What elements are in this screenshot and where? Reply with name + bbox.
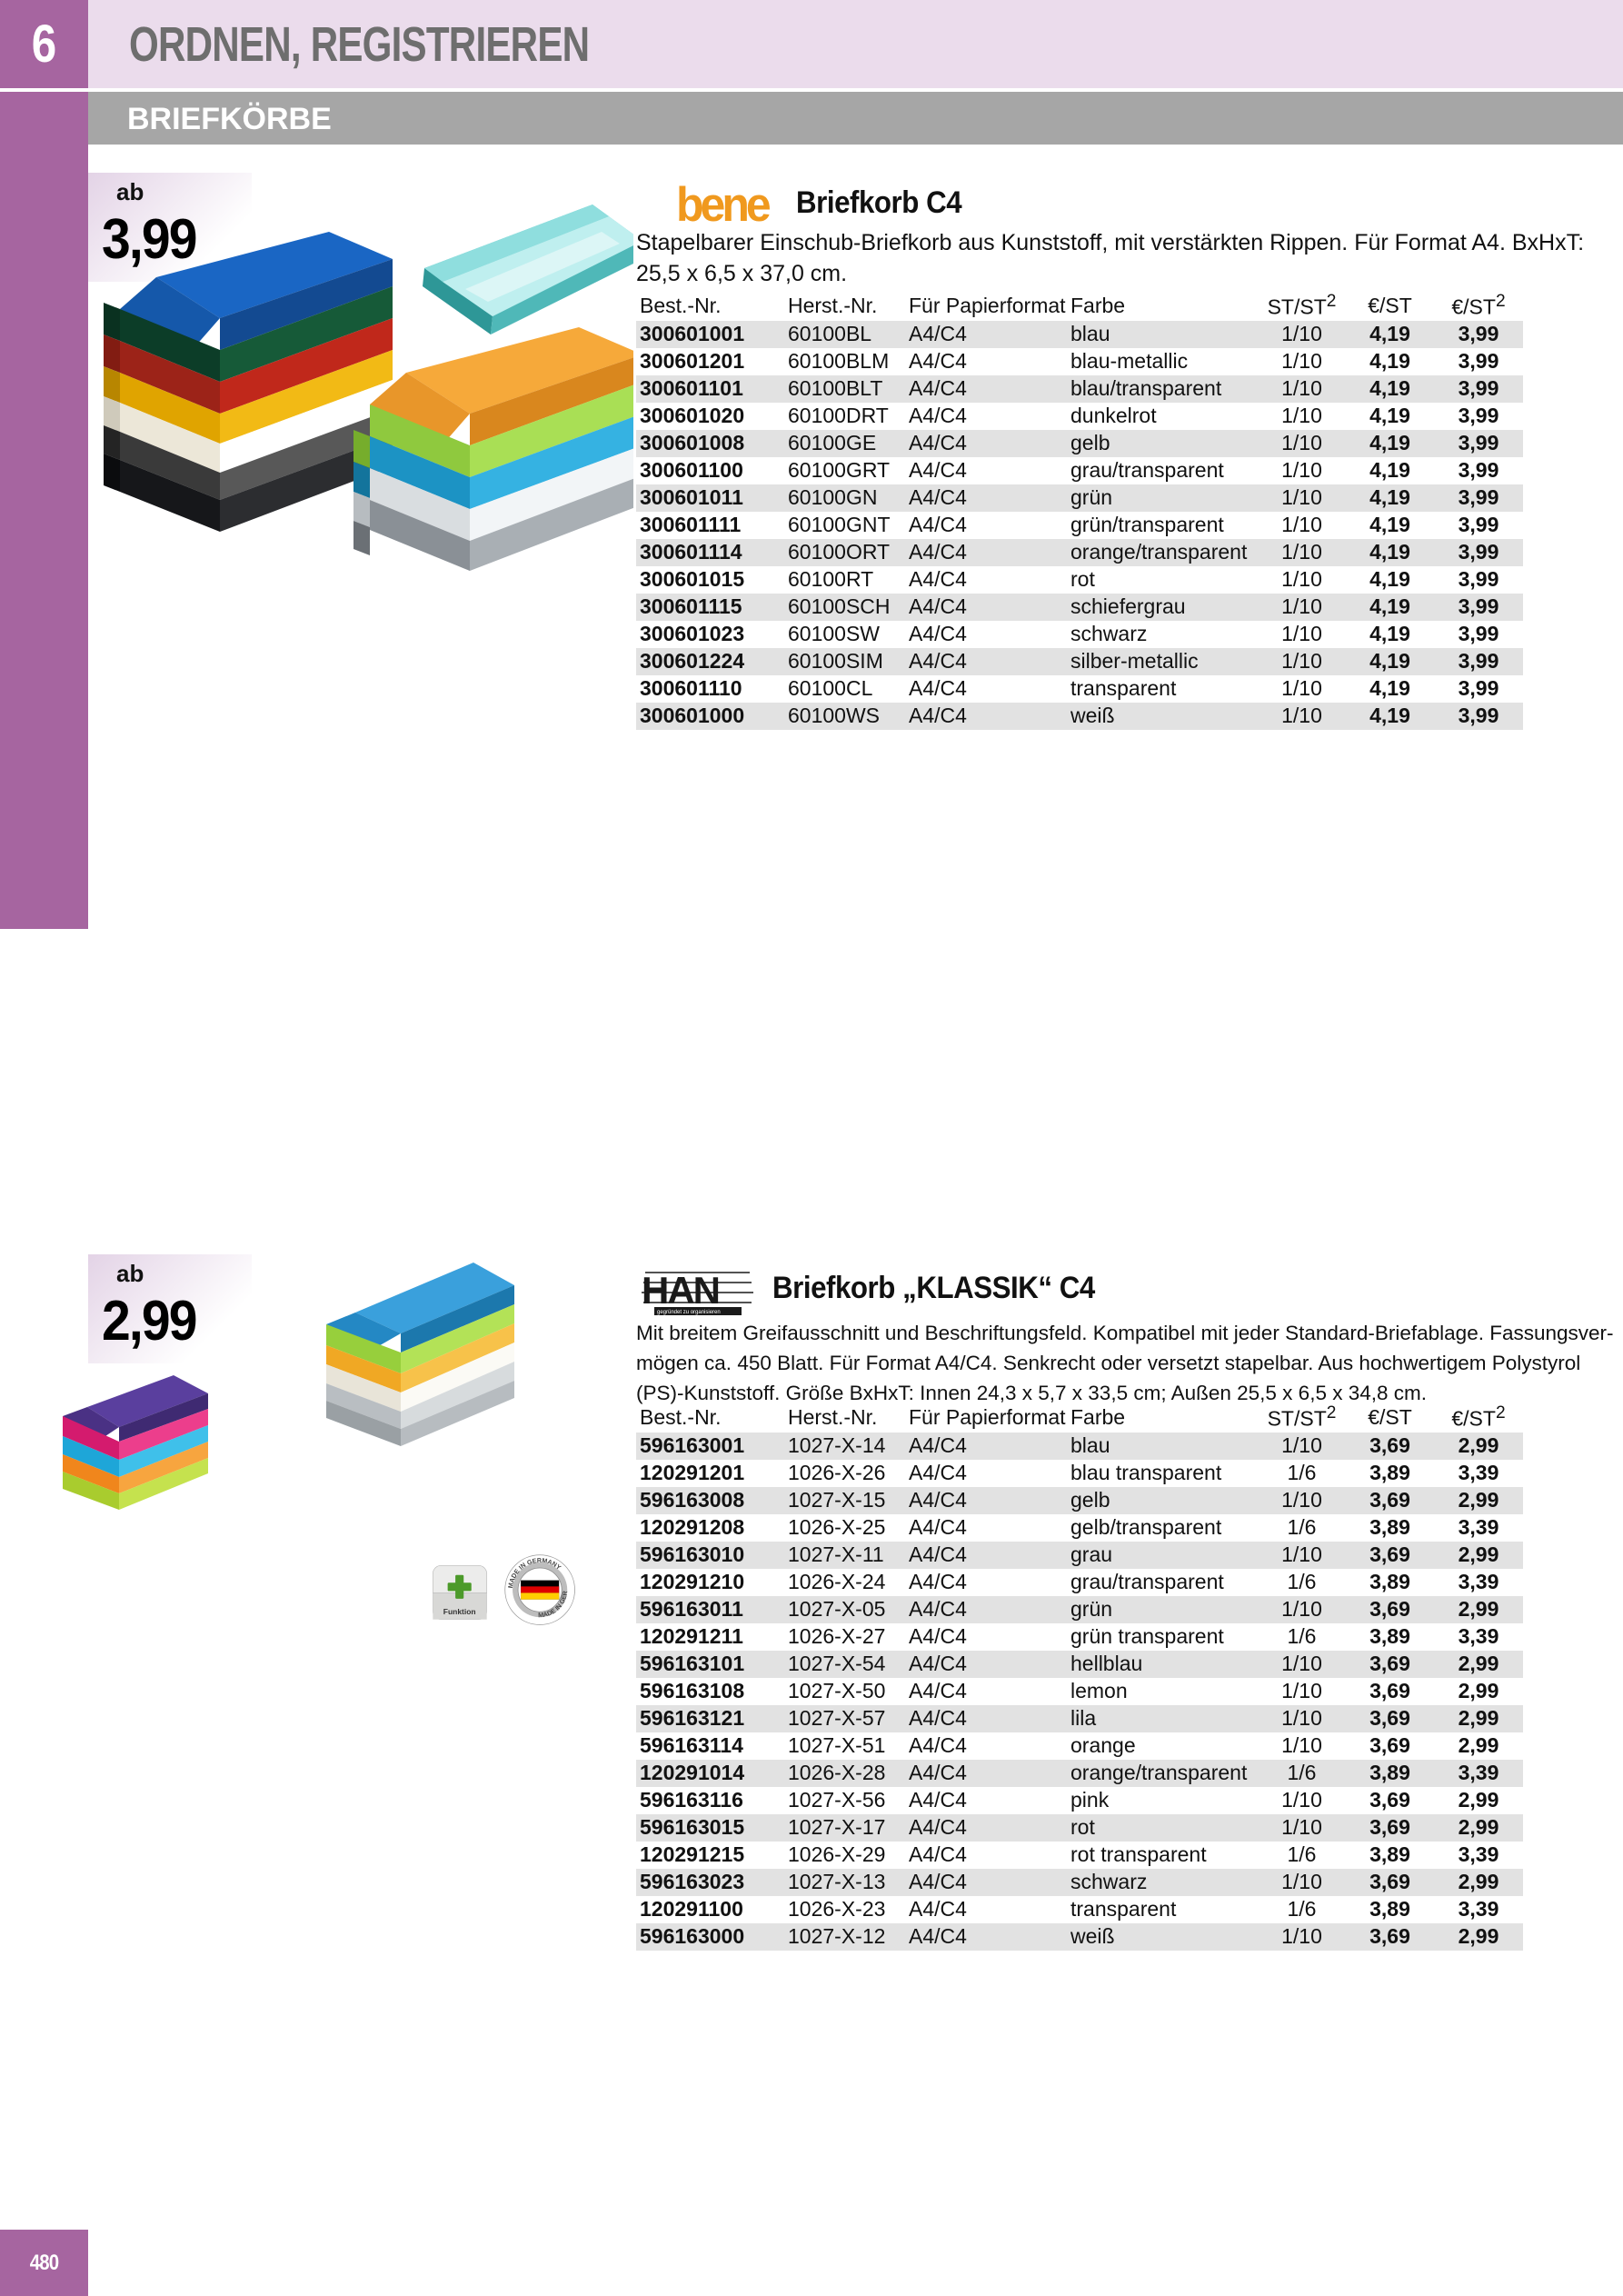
svg-text:Funktion: Funktion xyxy=(443,1607,476,1616)
svg-text:HAN: HAN xyxy=(642,1269,719,1312)
svg-text:gegründet zu organisieren: gegründet zu organisieren xyxy=(657,1310,721,1315)
